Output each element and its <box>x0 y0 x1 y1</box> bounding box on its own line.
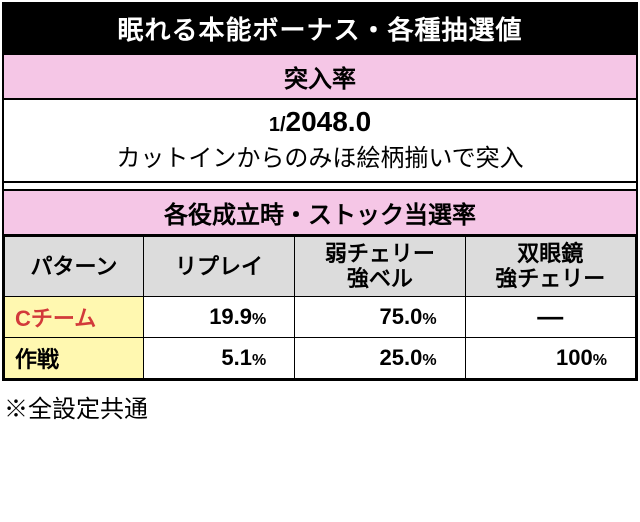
pct: % <box>252 311 266 328</box>
row-label-c-team: Cチーム <box>5 296 144 337</box>
pct: % <box>252 352 266 369</box>
col-bino-strong-cherry: 双眼鏡 強チェリー <box>465 237 635 297</box>
val: 75.0 <box>380 304 423 329</box>
stock-table-wrap: パターン リプレイ 弱チェリー 強ベル 双眼鏡 強チェリー Cチーム 19.9% <box>4 234 636 379</box>
entry-rate-block: 1/2048.0 カットインからのみほ絵柄揃いで突入 <box>4 98 636 181</box>
cell-s-replay: 5.1% <box>143 337 294 378</box>
entry-rate-value: 1/2048.0 <box>4 106 636 138</box>
row-label-strategy: 作戦 <box>5 337 144 378</box>
pct: % <box>593 352 607 369</box>
cell-s-col2: 25.0% <box>295 337 465 378</box>
cell-c-col3: ― <box>465 296 635 337</box>
col-binoculars: 双眼鏡 <box>517 241 583 266</box>
col-strong-bell: 強ベル <box>347 266 413 291</box>
cell-s-col3: 100% <box>465 337 635 378</box>
col-weak-cherry: 弱チェリー <box>325 241 435 266</box>
cell-c-replay: 19.9% <box>143 296 294 337</box>
col-weak-cherry-strong-bell: 弱チェリー 強ベル <box>295 237 465 297</box>
entry-rate-note: カットインからのみほ絵柄揃いで突入 <box>4 138 636 173</box>
table-row: 作戦 5.1% 25.0% 100% <box>5 337 636 378</box>
cell-c-col2: 75.0% <box>295 296 465 337</box>
entry-rate-prefix: 1/ <box>269 114 286 136</box>
stock-heading: 各役成立時・ストック当選率 <box>4 189 636 234</box>
val: 5.1 <box>221 345 252 370</box>
val: 25.0 <box>380 345 423 370</box>
bonus-lottery-card: 眠れる本能ボーナス・各種抽選値 突入率 1/2048.0 カットインからのみほ絵… <box>2 2 638 381</box>
stock-table: パターン リプレイ 弱チェリー 強ベル 双眼鏡 強チェリー Cチーム 19.9% <box>4 236 636 379</box>
entry-rate-number: 2048.0 <box>286 106 372 137</box>
val: 19.9 <box>209 304 252 329</box>
table-row: Cチーム 19.9% 75.0% ― <box>5 296 636 337</box>
entry-rate-heading: 突入率 <box>4 53 636 98</box>
col-strong-cherry: 強チェリー <box>495 266 605 291</box>
card-title: 眠れる本能ボーナス・各種抽選値 <box>4 4 636 53</box>
col-replay: リプレイ <box>143 237 294 297</box>
col-pattern: パターン <box>5 237 144 297</box>
val: 100 <box>556 345 593 370</box>
table-header-row: パターン リプレイ 弱チェリー 強ベル 双眼鏡 強チェリー <box>5 237 636 297</box>
footnote: ※全設定共通 <box>0 383 640 428</box>
pct: % <box>422 311 436 328</box>
section-gap <box>4 181 636 189</box>
pct: % <box>422 352 436 369</box>
